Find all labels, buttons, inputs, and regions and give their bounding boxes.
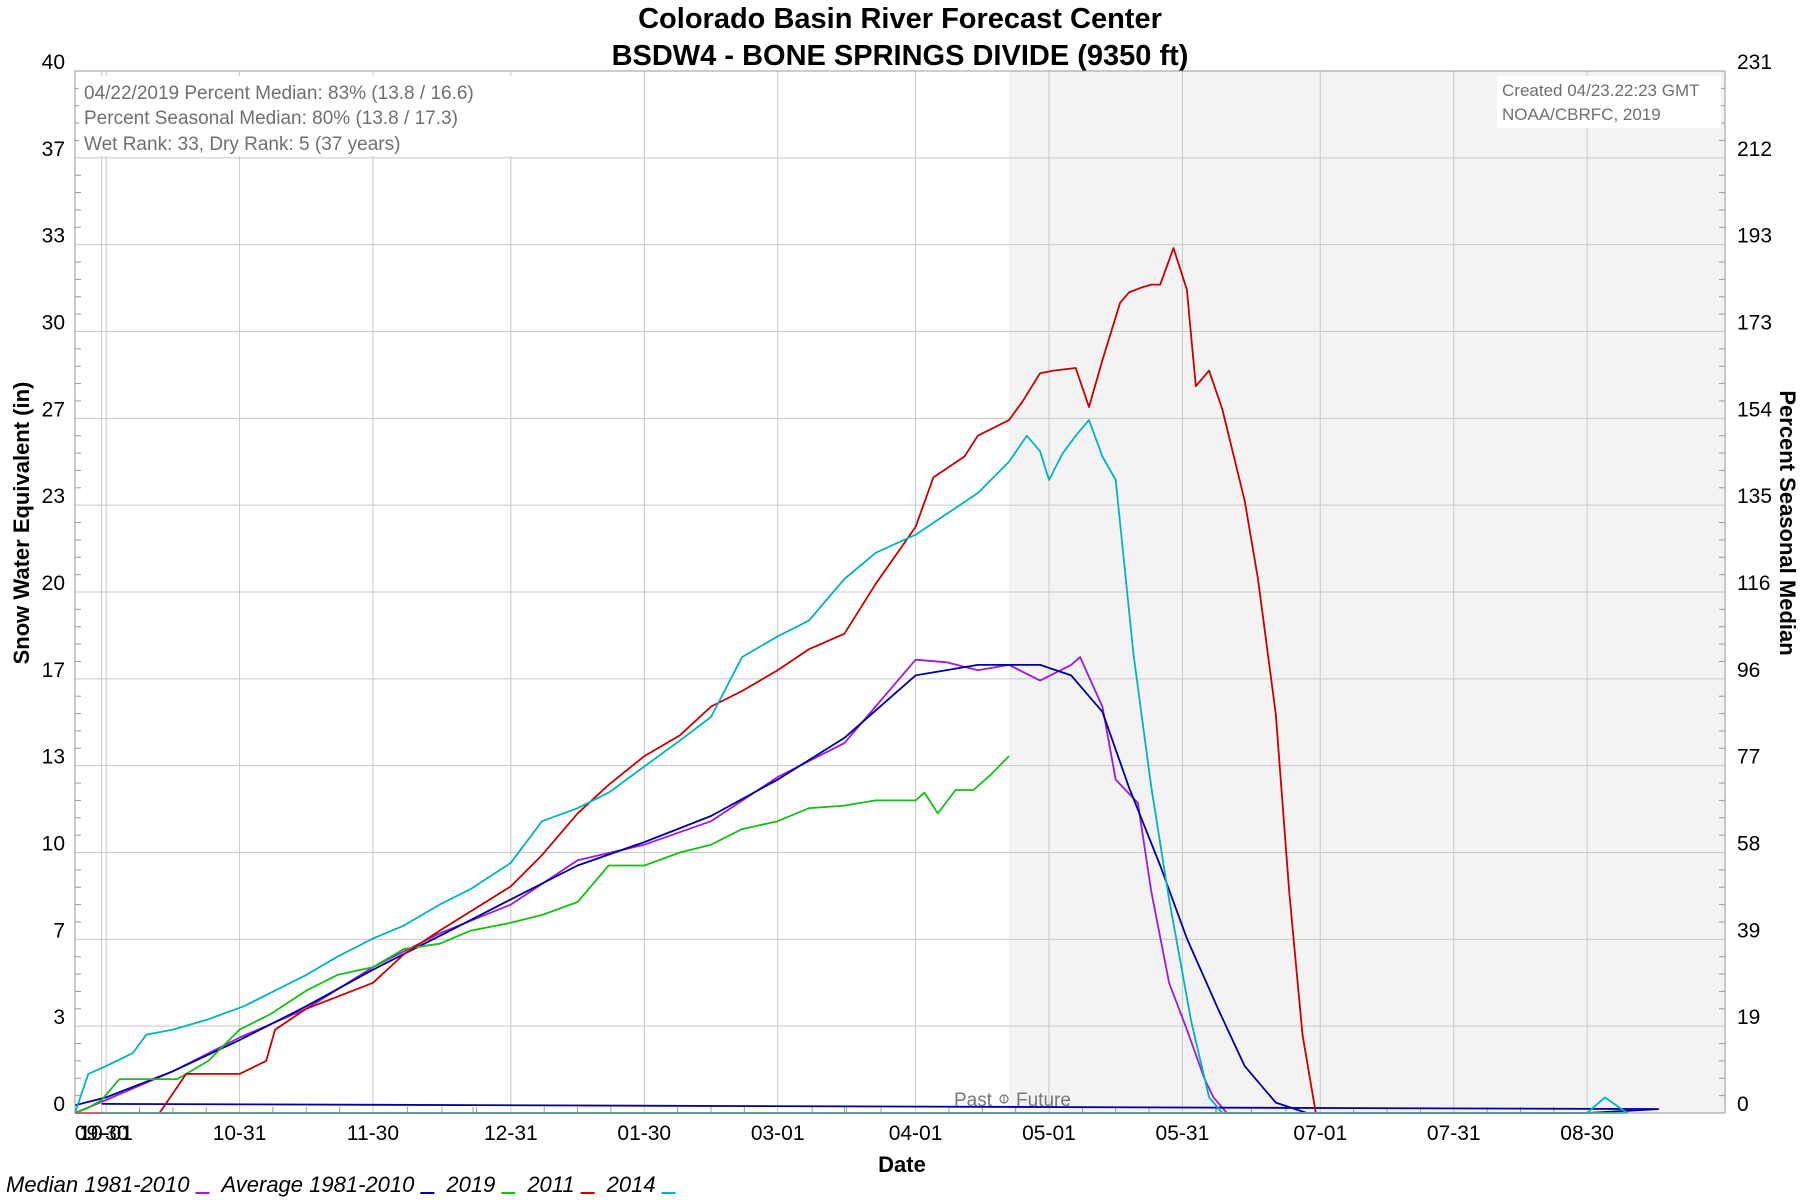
y2-tick-label: 77: [1737, 746, 1760, 769]
info-line-3: Wet Rank: 33, Dry Rank: 5 (37 years): [84, 134, 400, 155]
y2-tick-label: 116: [1737, 572, 1770, 595]
legend-label: Median 1981-2010: [6, 1172, 190, 1197]
x-tick-label: 10-01: [79, 1122, 133, 1145]
y2-tick-label: 96: [1737, 659, 1760, 682]
info-line-1: 04/22/2019 Percent Median: 83% (13.8 / 1…: [84, 83, 474, 104]
y-tick-label: 17: [42, 659, 65, 682]
chart-subtitle: BSDW4 - BONE SPRINGS DIVIDE (9350 ft): [612, 40, 1189, 72]
y-tick-label: 27: [42, 398, 65, 421]
y2-tick-label: 154: [1737, 398, 1772, 421]
created-line-1: Created 04/23.22:23 GMT: [1502, 81, 1700, 100]
y2-tick-label: 173: [1737, 312, 1772, 335]
y2-tick-label: 231: [1737, 51, 1772, 74]
y2-axis-label: Percent Seasonal Median: [1775, 390, 1800, 655]
legend-label: 2019: [445, 1172, 495, 1197]
future-label: Future: [1016, 1090, 1071, 1111]
x-tick-label: 10-31: [213, 1122, 267, 1145]
x-tick-label: 01-30: [617, 1122, 671, 1145]
x-tick-label: 04-01: [889, 1122, 943, 1145]
x-tick-label: 11-30: [347, 1122, 399, 1145]
y2-tick-label: 135: [1737, 485, 1772, 508]
y-tick-label: 10: [42, 833, 65, 856]
y2-tick-label: 0: [1737, 1093, 1749, 1116]
series-line: [74, 755, 1010, 1114]
plot-border: [74, 70, 1726, 1114]
y-tick-label: 0: [53, 1093, 65, 1116]
series-lines: [74, 247, 1660, 1114]
y-tick-label: 23: [42, 485, 65, 508]
y2-tick-label: 193: [1737, 225, 1772, 248]
y2-tick-label: 39: [1737, 919, 1760, 942]
past-label: Past: [954, 1090, 993, 1111]
y-tick-label: 33: [42, 225, 65, 248]
x-tick-label: 08-30: [1560, 1122, 1614, 1145]
series-line: [74, 664, 1660, 1114]
y-tick-label: 20: [42, 572, 65, 595]
y-tick-label: 40: [42, 51, 65, 74]
info-box: [79, 76, 527, 156]
series-line: [75, 247, 1588, 1114]
y2-tick-label: 212: [1737, 138, 1772, 161]
legend: Median 1981-2010 Average 1981-2010 2019 201…: [6, 1172, 676, 1197]
legend-label: 2014: [606, 1172, 656, 1197]
x-tick-label: 05-31: [1156, 1122, 1210, 1145]
created-box: [1497, 76, 1721, 128]
y-tick-label: 30: [42, 312, 65, 335]
x-tick-label: 03-01: [751, 1122, 805, 1145]
chart-title: Colorado Basin River Forecast Center: [638, 3, 1162, 35]
y-axis-right: 0 19 39 58 77 96 116 135 154 173 193 212 231: [1737, 51, 1772, 1116]
x-tick-label: 07-01: [1293, 1122, 1347, 1145]
y-tick-label: 13: [42, 746, 65, 769]
x-tick-label: 07-31: [1427, 1122, 1481, 1145]
series-line: [74, 419, 1629, 1114]
y-tick-label: 3: [53, 1006, 65, 1029]
legend-label: 2011: [526, 1172, 574, 1197]
legend-label: Average 1981-2010: [219, 1172, 415, 1197]
y-tick-label: 7: [53, 919, 65, 942]
x-tick-label: 05-01: [1022, 1122, 1076, 1145]
x-tick-label: 12-31: [484, 1122, 538, 1145]
info-line-2: Percent Seasonal Median: 80% (13.8 / 17.…: [84, 108, 458, 129]
y2-tick-label: 58: [1737, 833, 1760, 856]
y-tick-label: 37: [42, 138, 65, 161]
x-tick-label: 09-30: [75, 1122, 129, 1145]
y-axis-label: Snow Water Equivalent (in): [9, 382, 34, 665]
created-line-2: NOAA/CBRFC, 2019: [1502, 105, 1661, 124]
y2-tick-label: 19: [1737, 1006, 1760, 1029]
x-axis: 10-01 10-31 11-30 12-31 01-30 03-01 04-01 05-01…: [75, 1122, 1614, 1145]
x-axis-label: Date: [878, 1152, 926, 1177]
